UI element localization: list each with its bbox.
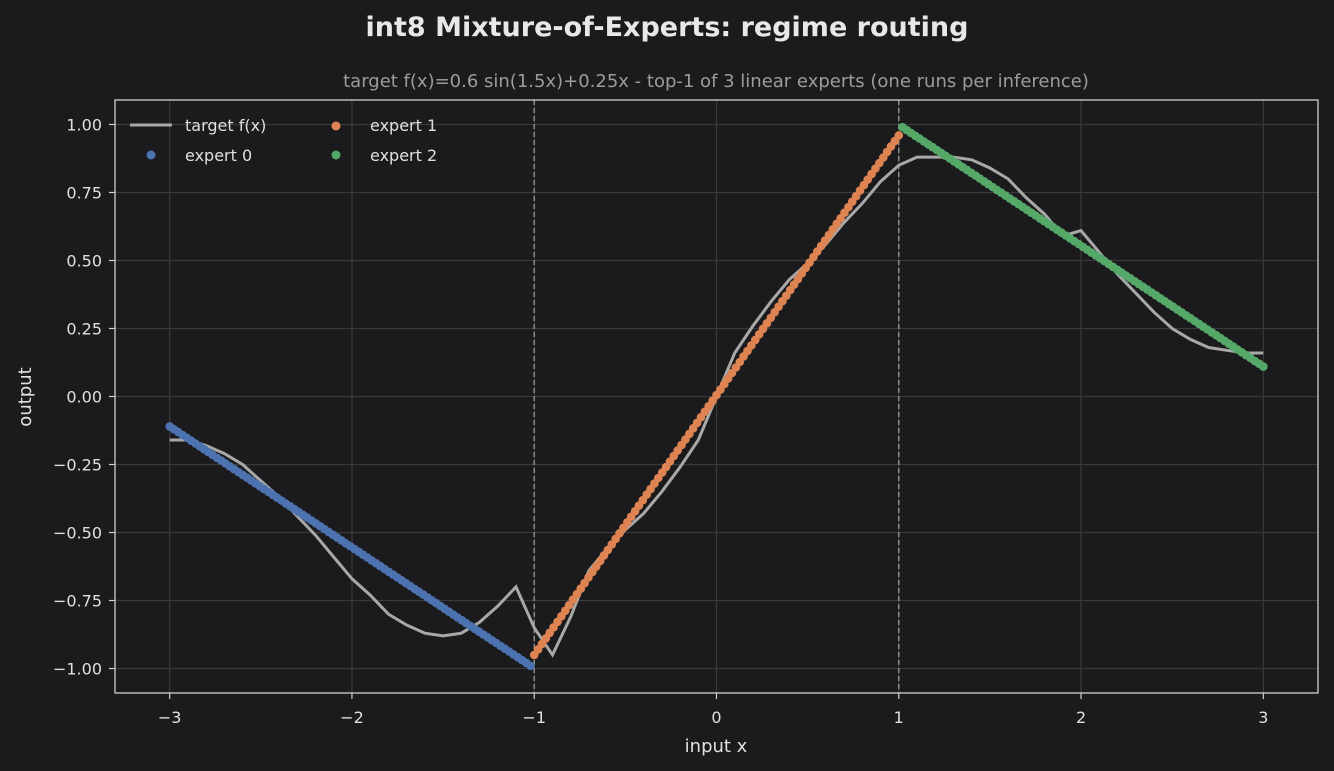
expert-1-point [894, 131, 904, 140]
x-axis-label: input x [685, 736, 748, 757]
x-axis-ticks: −3 −2 −1 0 1 2 3 [158, 693, 1268, 727]
y-tick-label: −0.50 [53, 524, 102, 543]
legend: target f(x) expert 0 expert 1 expert 2 [130, 116, 437, 165]
y-tick-label: −0.25 [53, 456, 102, 475]
x-tick-label: 3 [1258, 708, 1268, 727]
y-tick-label: 1.00 [66, 115, 102, 134]
y-axis-label: output [15, 367, 36, 426]
legend-expert-2-label: expert 2 [370, 146, 437, 165]
y-tick-label: 0.50 [66, 251, 102, 270]
grid [115, 100, 1318, 693]
x-tick-label: 0 [711, 708, 721, 727]
y-tick-label: 0.00 [66, 388, 102, 407]
legend-expert-1-label: expert 1 [370, 116, 437, 135]
x-tick-label: 1 [894, 708, 904, 727]
x-tick-label: −2 [340, 708, 364, 727]
legend-target-label: target f(x) [185, 116, 266, 135]
y-tick-label: −1.00 [53, 660, 102, 679]
legend-expert-1-swatch [331, 121, 341, 131]
regime-boundaries [533, 100, 900, 693]
chart-title: int8 Mixture-of-Experts: regime routing [366, 12, 969, 43]
expert-2-point [1259, 362, 1268, 371]
x-tick-label: −3 [158, 708, 182, 727]
y-tick-label: 0.75 [66, 183, 102, 202]
legend-expert-0-label: expert 0 [185, 146, 252, 165]
chart-subtitle: target f(x)=0.6 sin(1.5x)+0.25x - top-1 … [343, 71, 1089, 92]
y-tick-label: −0.75 [53, 592, 102, 611]
expert-0-point [526, 661, 535, 671]
y-axis-ticks: 1.00 0.75 0.50 0.25 0.00 −0.25 −0.50 −0.75 −1.00 [53, 115, 115, 679]
expert-points [165, 122, 1268, 671]
legend-expert-2-swatch [331, 150, 341, 160]
x-tick-label: 2 [1076, 708, 1086, 727]
y-tick-label: 0.25 [66, 319, 102, 338]
legend-expert-0-swatch [146, 150, 156, 160]
x-tick-label: −1 [522, 708, 546, 727]
